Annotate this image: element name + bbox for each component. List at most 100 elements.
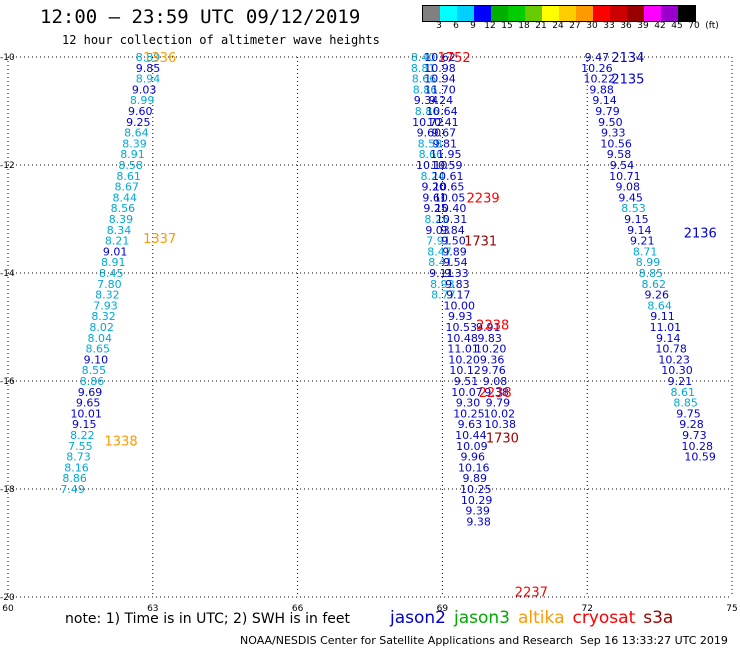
swh-value-label: 8.24 [420,170,445,183]
swh-value-label: 8.93 [430,278,455,291]
swh-value-label: 10.38 [485,418,517,431]
colorbar-swatch [423,6,440,21]
swh-value-label: 10.30 [661,364,693,377]
swh-value-label: 8.99 [130,94,155,107]
swh-value-label: 7.80 [97,278,122,291]
swh-value-label: 8.65 [86,343,111,356]
swh-value-label: 9.73 [682,429,707,442]
chart-title: 12:00 – 23:59 UTC 09/12/2019 [40,6,361,28]
swh-value-label: 9.67 [432,127,457,140]
swh-value-label: 8.47 [427,245,452,258]
colorbar-label: 42 [654,21,666,31]
pass-number-label: 1336 [143,51,176,66]
colorbar-label: 21 [535,21,547,31]
x-tick-label: 69 [437,604,449,614]
swh-value-label: 8.21 [105,235,130,248]
swh-value-label: 9.83 [477,332,502,345]
swh-value-label: 10.41 [427,116,459,129]
swh-value-label: 9.63 [458,418,483,431]
pass-number-label: 1730 [486,432,519,447]
swh-value-label: 10.05 [434,191,466,204]
y-tick-label: -20 [0,593,15,603]
swh-value-label: 9.03 [132,83,157,96]
colorbar-swatch [542,6,559,21]
swh-value-label: 9.33 [444,267,469,280]
colorbar-label: 30 [586,21,598,31]
swh-value-label: 10.07 [451,386,483,399]
colorbar-swatch [457,6,474,21]
swh-value-label: 8.61 [116,170,141,183]
swh-value-label: 8.04 [87,332,112,345]
swh-value-label: 10.72 [412,116,444,129]
colorbar-label: 39 [637,21,649,31]
pass-number-label: 2238 [476,318,509,333]
swh-value-label: 10.09 [456,440,488,453]
swh-value-label: 10.98 [424,62,456,75]
swh-value-label: 10.25 [453,407,485,420]
swh-value-label: 10.40 [435,202,467,215]
x-tick-label: 75 [726,604,737,614]
colorbar [422,5,696,22]
swh-value-label: 9.14 [592,94,617,107]
swh-value-label: 9.65 [76,397,101,410]
swh-value-label: 8.55 [82,364,107,377]
pass-number-label: 1338 [105,434,138,449]
swh-value-label: 8.40 [411,51,436,64]
colorbar-swatch [559,6,576,21]
swh-value-label: 9.79 [595,105,620,118]
swh-value-label: 10.22 [584,73,616,86]
swh-value-label: 10.20 [475,343,507,356]
swh-value-label: 11.95 [430,148,462,161]
swh-value-label: 9.96 [461,451,486,464]
pass-number-label: 1752 [438,51,471,66]
swh-value-label: 10.23 [658,353,690,366]
swh-value-label: 9.25 [423,202,448,215]
swh-value-label: 8.89 [136,51,161,64]
swh-value-label: 8.32 [91,310,116,323]
colorbar-label: 27 [569,21,581,31]
swh-value-label: 8.91 [101,256,126,269]
y-tick-label: -10 [0,53,15,63]
swh-value-label: 10.26 [581,62,613,75]
swh-value-label: 8.58 [418,137,443,150]
swh-value-label: 10.16 [458,461,490,474]
swh-value-label: 8.67 [114,181,139,194]
colorbar-swatch [644,6,661,21]
swh-value-label: 8.64 [124,127,149,140]
swh-value-label: 9.54 [610,159,635,172]
swh-value-label: 9.26 [644,289,669,302]
swh-value-label: 9.14 [656,332,681,345]
swh-value-label: 8.56 [111,202,136,215]
swh-value-label: 8.86 [62,472,87,485]
swh-value-label: 7.93 [93,299,118,312]
swh-value-label: 9.01 [103,245,128,258]
swh-value-label: 8.39 [122,137,147,150]
swh-value-label: 9.08 [615,181,640,194]
pass-number-label: 2238 [479,386,512,401]
swh-value-label: 9.38 [484,386,509,399]
swh-value-label: 8.39 [109,213,134,226]
swh-value-label: 9.84 [440,224,465,237]
swh-value-label: 10.62 [424,51,456,64]
swh-value-label: 8.62 [642,278,667,291]
swh-value-label: 8.32 [95,289,120,302]
swh-value-label: 9.30 [456,397,481,410]
swh-value-label: 9.60 [128,105,153,118]
swh-value-label: 8.16 [64,461,89,474]
swh-value-label: 10.25 [460,483,492,496]
colorbar-label: 3 [436,21,442,31]
colorbar-swatch [474,6,491,21]
swh-value-label: 9.33 [601,127,626,140]
swh-value-label: 10.44 [455,429,487,442]
swh-value-label: 9.60 [417,127,442,140]
swh-value-label: 8.94 [136,73,161,86]
swh-value-label: 9.21 [630,235,655,248]
y-tick-label: -12 [0,161,15,171]
swh-value-label: 10.00 [444,299,476,312]
swh-value-label: 9.10 [84,353,109,366]
swh-value-label: 9.75 [676,407,701,420]
colorbar-swatch [678,6,695,21]
y-tick-label: -16 [0,377,15,387]
swh-value-label: 10.59 [431,159,463,172]
